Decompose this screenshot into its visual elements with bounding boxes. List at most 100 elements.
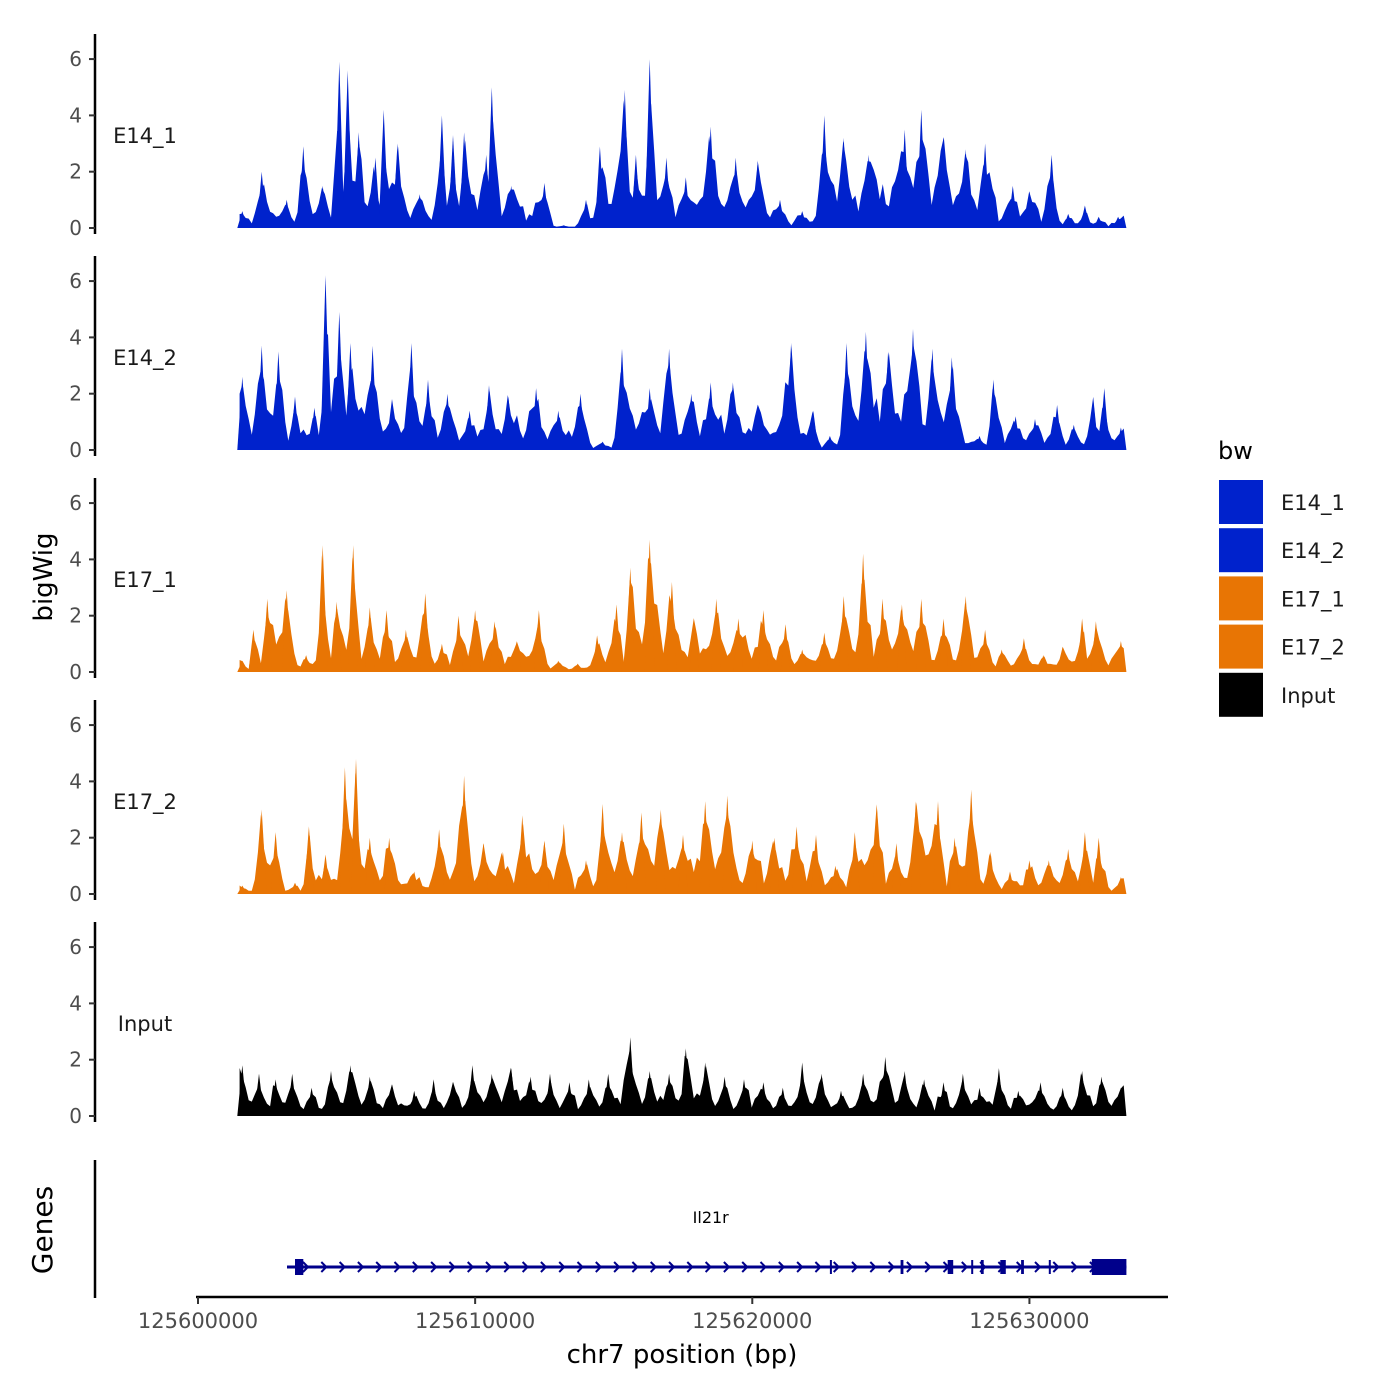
y-tick-label: 6: [69, 47, 82, 71]
peak-e14-1-9: [378, 109, 389, 228]
peak-input-7: [364, 1076, 375, 1116]
peak-e14-1-13: [448, 135, 458, 228]
strand-arrow: [357, 1261, 365, 1273]
peak-e14-2-44: [1115, 427, 1126, 450]
strand-arrow: [576, 1261, 584, 1273]
peak-e14-2-21: [644, 388, 655, 450]
exon-7: [1021, 1260, 1024, 1274]
strand-arrow: [869, 1261, 877, 1273]
strand-arrow: [412, 1261, 420, 1273]
y-axis-label: bigWig: [29, 532, 59, 621]
strand-arrow: [375, 1261, 383, 1273]
peak-input-15: [525, 1076, 536, 1116]
peak-e14-2-3: [290, 396, 300, 450]
peak-e14-2-29: [824, 435, 835, 450]
peak-e17-2-25: [722, 795, 733, 894]
strand-arrow: [759, 1261, 767, 1273]
peak-e14-2-28: [808, 410, 819, 450]
peak-e14-2-1: [256, 345, 267, 450]
peak-e14-2-35: [946, 357, 957, 450]
strand-arrow: [668, 1261, 676, 1273]
peak-e17-2-6: [339, 767, 350, 894]
y-tick-label: 4: [69, 103, 82, 127]
peak-e14-1-20: [581, 199, 591, 228]
peak-e14-2-10: [406, 343, 417, 450]
y-tick-label: 0: [69, 1104, 82, 1128]
peak-e17-1-25: [689, 621, 700, 672]
strand-arrow: [887, 1261, 896, 1273]
peak-input-9: [409, 1090, 420, 1116]
strand-arrow: [430, 1261, 438, 1273]
y-tick-label: 4: [69, 325, 82, 349]
peak-e14-1-0: [237, 211, 248, 228]
peak-e17-1-3: [281, 590, 292, 672]
peak-input-8: [387, 1085, 397, 1116]
y-tick-label: 4: [69, 547, 82, 571]
peak-e17-2-31: [849, 832, 860, 894]
peak-e17-1-7: [348, 545, 359, 672]
exon-9: [1091, 1259, 1127, 1275]
peak-e14-1-19: [558, 225, 569, 228]
peak-e14-1-37: [938, 137, 949, 228]
strand-arrow: [448, 1261, 456, 1273]
peak-input-18: [583, 1079, 594, 1116]
y-tick-label: 2: [69, 1048, 82, 1072]
peak-e14-1-12: [436, 115, 447, 228]
x-axis-label: chr7 position (bp): [567, 1340, 798, 1370]
x-tick-label: 125600000: [138, 1309, 258, 1333]
peak-e17-1-34: [877, 598, 888, 672]
peak-e17-2-17: [558, 823, 569, 894]
exon-5: [980, 1260, 984, 1274]
peak-input-12: [467, 1065, 478, 1116]
peak-e14-2-6: [334, 312, 345, 450]
peak-input-19: [603, 1073, 614, 1116]
peak-e14-1-1: [256, 171, 267, 228]
peak-input-13: [486, 1073, 497, 1116]
peak-e17-2-26: [747, 840, 758, 894]
x-tick-label: 125630000: [969, 1309, 1089, 1333]
peak-e17-1-40: [996, 649, 1007, 672]
peak-e14-2-19: [597, 441, 608, 450]
peak-input-40: [1013, 1090, 1024, 1116]
peak-e17-2-21: [636, 812, 647, 894]
x-tick-label: 125610000: [415, 1309, 535, 1333]
peak-e14-2-30: [841, 343, 852, 450]
peak-e14-1-3: [298, 146, 309, 228]
x-axis: 125600000 125610000 125620000 125630000: [138, 1295, 1168, 1333]
peak-e14-2-22: [664, 348, 675, 450]
peak-e14-2-4: [309, 407, 320, 450]
peak-e17-2-8: [364, 837, 375, 894]
peak-e17-1-6: [331, 601, 342, 672]
genes-track: Il21r: [93, 1160, 1127, 1298]
strand-arrow: [393, 1261, 401, 1273]
peak-e14-1-24: [644, 59, 655, 228]
exon-2: [900, 1260, 904, 1274]
gene-name-label: Il21r: [693, 1208, 730, 1227]
strand-arrow: [778, 1261, 786, 1273]
y-tick-label: 2: [69, 160, 82, 184]
peak-e14-2-2: [273, 351, 284, 450]
peak-e14-2-5: [320, 275, 331, 450]
peak-input-14: [506, 1068, 517, 1116]
peak-input-27: [758, 1082, 769, 1116]
peak-e17-1-36: [916, 598, 927, 672]
peak-e17-2-18: [581, 860, 591, 894]
peak-e17-1-15: [489, 621, 500, 672]
peak-e14-2-40: [1052, 405, 1063, 450]
peak-e14-2-11: [423, 379, 433, 450]
peak-e17-1-41: [1018, 638, 1029, 672]
peak-input-33: [880, 1056, 891, 1116]
peak-e17-2-44: [1093, 837, 1104, 894]
legend-label-e14-2: E14_2: [1281, 539, 1345, 564]
y-tick-label: 2: [69, 604, 82, 628]
peak-e17-2-34: [910, 801, 921, 894]
peak-e14-1-23: [630, 154, 641, 228]
peak-e17-1-5: [317, 545, 328, 672]
peak-e14-2-13: [464, 410, 475, 450]
peak-e14-2-31: [860, 331, 871, 450]
peak-input-20: [625, 1037, 636, 1116]
peak-e17-1-1: [248, 629, 259, 672]
peak-e17-2-36: [949, 837, 960, 894]
peak-e14-1-36: [916, 109, 927, 228]
peak-e14-1-33: [838, 137, 849, 228]
